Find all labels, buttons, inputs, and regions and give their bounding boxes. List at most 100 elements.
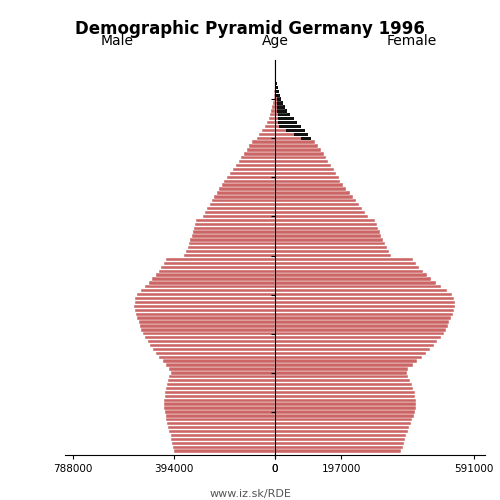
Bar <box>275 132 308 136</box>
Bar <box>275 289 446 292</box>
Bar <box>275 391 414 394</box>
Bar <box>138 316 275 320</box>
Bar <box>275 398 416 402</box>
Text: Male: Male <box>101 34 134 48</box>
Bar <box>166 414 275 418</box>
Bar <box>260 132 275 136</box>
Bar <box>275 195 353 198</box>
Bar <box>262 128 275 132</box>
Bar <box>275 402 416 406</box>
Bar <box>230 172 275 175</box>
Bar <box>195 222 275 226</box>
Bar <box>275 297 454 300</box>
Bar <box>272 106 275 108</box>
Bar <box>246 148 275 152</box>
Bar <box>166 258 275 261</box>
Bar <box>256 136 275 140</box>
Bar <box>190 238 275 242</box>
Bar <box>222 184 275 187</box>
Bar <box>275 344 434 347</box>
Bar <box>275 234 381 238</box>
Bar <box>275 430 408 433</box>
Bar <box>275 328 446 332</box>
Bar <box>136 293 275 296</box>
Bar <box>275 128 304 132</box>
Bar <box>275 387 413 390</box>
Bar <box>275 368 408 370</box>
Bar <box>148 282 275 284</box>
Bar <box>194 226 275 230</box>
Bar <box>275 364 413 366</box>
Bar <box>275 406 416 410</box>
Bar <box>275 426 409 430</box>
Bar <box>275 215 368 218</box>
Bar <box>170 434 275 437</box>
Bar <box>166 364 275 366</box>
Bar <box>186 250 275 254</box>
Bar <box>275 117 293 120</box>
Bar <box>275 434 406 437</box>
Bar <box>276 82 277 85</box>
Bar <box>275 348 430 351</box>
Bar <box>208 207 275 210</box>
Bar <box>275 160 328 164</box>
Bar <box>244 152 275 156</box>
Bar <box>152 278 275 280</box>
Bar <box>220 188 275 190</box>
Text: Female: Female <box>386 34 436 48</box>
Bar <box>270 113 275 116</box>
Bar <box>275 250 389 254</box>
Bar <box>275 316 451 320</box>
Bar <box>275 360 417 363</box>
Bar <box>275 82 277 85</box>
Bar <box>165 410 275 414</box>
Bar <box>276 90 278 93</box>
Bar <box>166 418 275 422</box>
Bar <box>168 422 275 426</box>
Bar <box>165 391 275 394</box>
Bar <box>278 109 287 112</box>
Text: Demographic Pyramid Germany 1996: Demographic Pyramid Germany 1996 <box>75 20 425 38</box>
Bar <box>275 168 334 171</box>
Bar <box>188 246 275 250</box>
Bar <box>275 102 283 104</box>
Bar <box>174 450 275 453</box>
Bar <box>275 324 448 328</box>
Bar <box>170 430 275 433</box>
Bar <box>275 383 412 386</box>
Bar <box>275 164 330 168</box>
Bar <box>169 375 275 378</box>
Bar <box>275 70 276 73</box>
Bar <box>275 278 432 280</box>
Bar <box>189 242 275 246</box>
Bar <box>275 410 415 414</box>
Bar <box>275 262 416 265</box>
Bar <box>278 117 293 120</box>
Bar <box>275 199 356 202</box>
Bar <box>274 98 275 101</box>
Bar <box>272 109 275 112</box>
Bar <box>224 180 275 183</box>
Bar <box>276 98 281 101</box>
Bar <box>274 94 275 97</box>
Bar <box>275 293 452 296</box>
Bar <box>170 371 275 374</box>
Bar <box>275 230 380 234</box>
Bar <box>166 387 275 390</box>
Bar <box>273 102 275 104</box>
Bar <box>192 234 275 238</box>
Bar <box>275 148 321 152</box>
Bar <box>164 394 275 398</box>
Bar <box>156 274 275 277</box>
Bar <box>233 168 275 171</box>
Bar <box>275 106 285 108</box>
Bar <box>275 242 384 246</box>
Bar <box>184 254 275 257</box>
Bar <box>238 160 275 164</box>
Bar <box>172 446 275 449</box>
Bar <box>275 304 455 308</box>
Bar <box>164 402 275 406</box>
Bar <box>168 426 275 430</box>
Bar <box>167 383 275 386</box>
Bar <box>275 156 326 160</box>
